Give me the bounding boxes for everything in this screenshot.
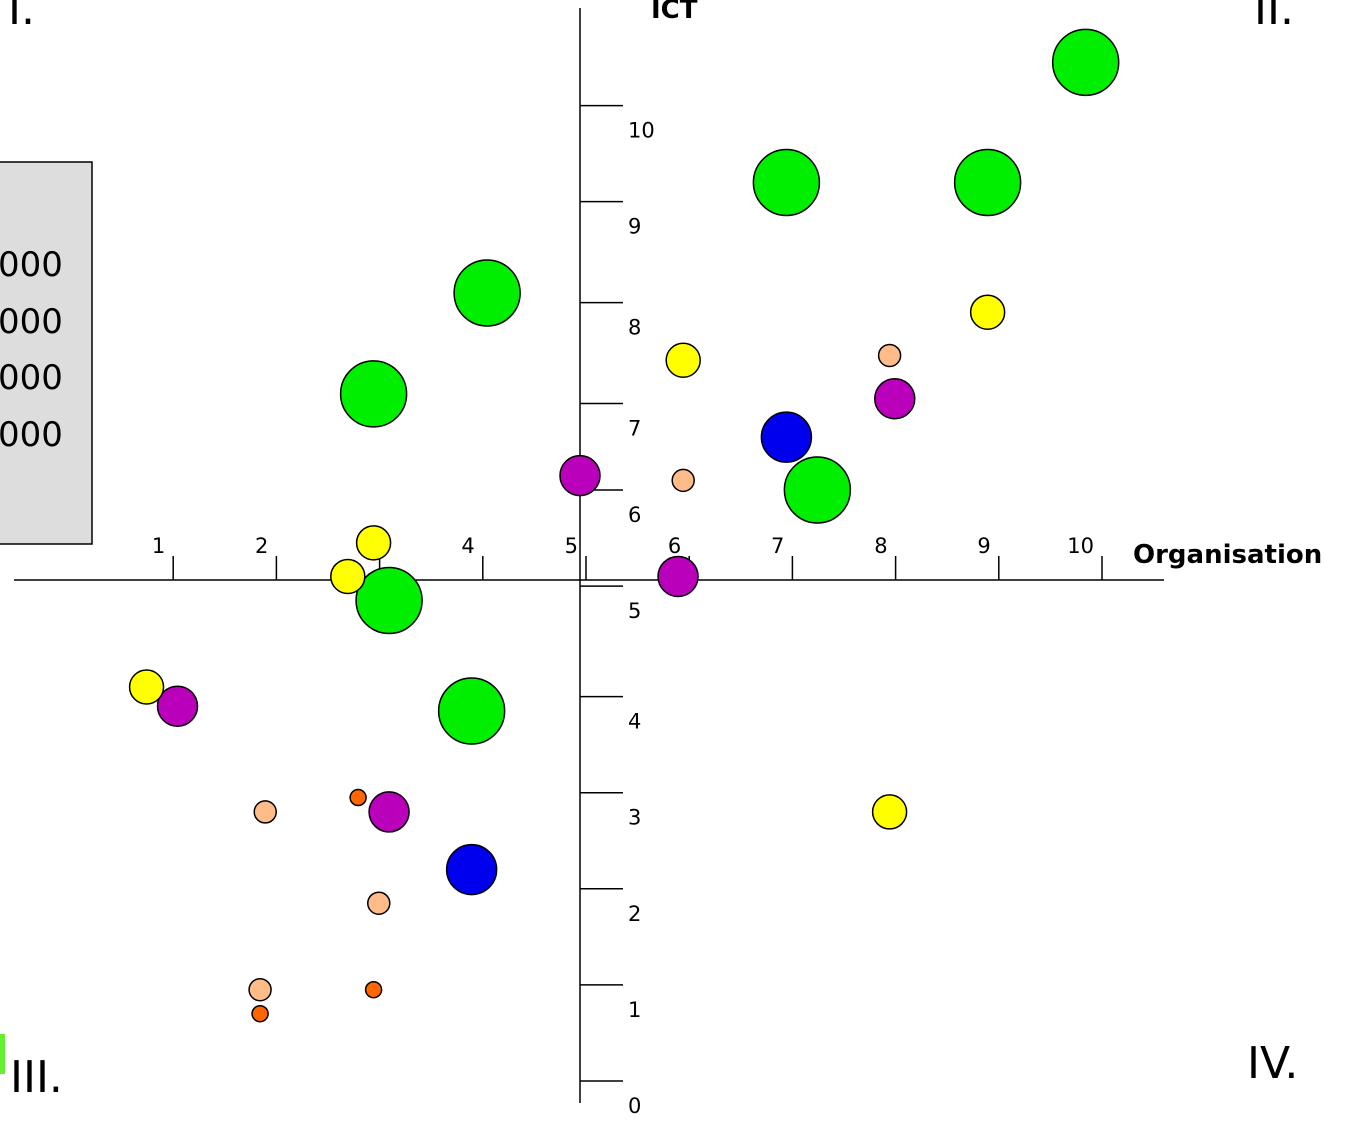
bubble-blue [445,843,498,896]
bubble-orange [251,1004,269,1023]
quadrant-marker [0,1034,5,1074]
bubble-yellow [128,669,165,705]
y-tick-label: 4 [628,710,641,734]
bubble-green [355,566,423,635]
legend-entry: 000 [0,358,63,398]
y-tick-label: 6 [628,503,641,527]
bubble-green [953,148,1022,217]
bubble-layer [128,28,1120,1023]
x-tick-label: 4 [461,534,474,558]
quadrant-label-top-left: I. [8,0,35,35]
y-tick-label: 5 [628,599,641,623]
bubble-yellow [665,342,701,378]
legend-entry: 000 [0,302,63,342]
legend: 000 000 000 000 [0,161,93,545]
bubble-purple [156,685,199,727]
y-tick-label: 10 [628,119,655,143]
bubble-orange [349,788,367,807]
y-tick-label: 1 [628,998,641,1022]
bubble-peach [877,343,902,368]
bubble-green [339,360,408,428]
bubble-peach [248,977,272,1002]
y-tick-label: 7 [628,416,641,440]
quadrant-label-bottom-left: III. [10,1052,63,1103]
x-tick-label: 6 [668,534,681,558]
y-axis-ticks: 0 1 2 3 4 5 6 7 8 9 10 [580,104,655,1118]
bubble-purple [874,377,916,420]
y-tick-label: 3 [628,806,641,830]
x-tick-label: 10 [1067,534,1094,558]
y-axis-title: ICT [651,0,698,25]
x-tick-label: 2 [255,534,268,558]
bubble-blue [760,411,813,463]
bubble-yellow [871,794,908,830]
bubble-yellow [969,294,1006,330]
bubble-peach [367,891,391,915]
x-tick-label: 1 [152,534,165,558]
x-tick-label: 5 [565,534,578,558]
bubble-yellow [330,558,366,595]
x-axis-title: Organisation [1133,540,1322,570]
y-tick-label: 8 [628,316,641,340]
y-tick-label: 0 [628,1094,641,1118]
x-tick-label: 8 [874,534,887,558]
x-tick-label: 9 [977,534,990,558]
bubble-green [437,677,506,745]
quadrant-label-bottom-right: IV. [1247,1038,1298,1089]
y-tick-label: 2 [628,902,641,926]
x-tick-label: 7 [771,534,784,558]
bubble-purple [657,555,699,598]
bubble-peach [253,800,277,824]
bubble-green [783,456,852,524]
bubble-peach [671,468,695,493]
axes [14,8,1164,1103]
legend-entry: 000 [0,415,63,455]
bubble-purple [559,454,601,497]
bubble-orange [364,980,383,999]
quadrant-label-top-right: II. [1254,0,1294,35]
bubble-green [1051,28,1120,97]
bubble-purple [368,791,410,833]
y-tick-label: 9 [628,215,641,239]
bubble-yellow [355,525,392,561]
legend-entry: 000 [0,245,63,285]
bubble-green [752,148,821,217]
bubble-green [453,259,521,327]
legend-box [0,161,93,545]
